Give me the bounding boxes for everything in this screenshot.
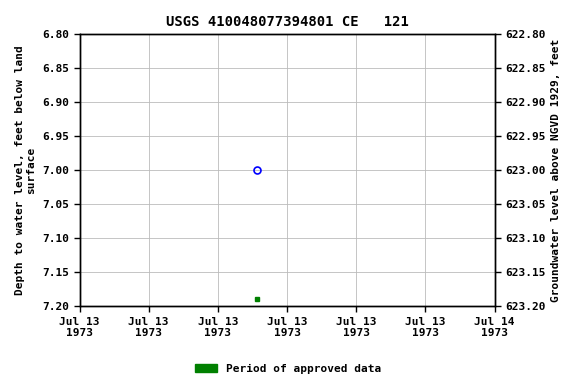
Y-axis label: Depth to water level, feet below land
surface: Depth to water level, feet below land su… [15, 45, 37, 295]
Legend: Period of approved data: Period of approved data [191, 359, 385, 379]
Title: USGS 410048077394801 CE   121: USGS 410048077394801 CE 121 [166, 15, 408, 29]
Y-axis label: Groundwater level above NGVD 1929, feet: Groundwater level above NGVD 1929, feet [551, 39, 561, 302]
